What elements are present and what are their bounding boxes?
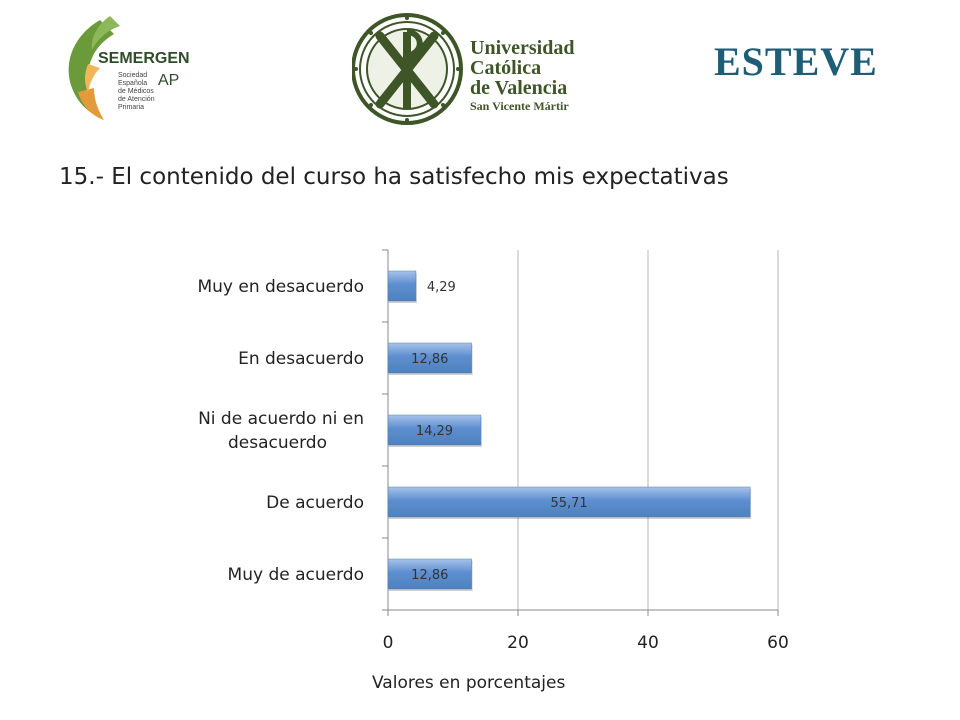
semergen-subtitle: Sociedad Española de Médicos de Atención… — [118, 72, 155, 111]
x-axis-label: Valores en porcentajes — [372, 673, 566, 693]
semergen-emblem — [68, 16, 120, 120]
labels: 0 20 40 60 Muy en desacuerdo 4,29 En desacuerd… — [197, 277, 788, 653]
category-label: En desacuerdo — [238, 349, 364, 369]
ucv-seal — [352, 13, 463, 125]
category-label: Muy en desacuerdo — [197, 277, 364, 297]
chart-title: 15.- El contenido del curso ha satisfech… — [59, 164, 729, 190]
ucv-logo: Universidad Católica de Valencia San Vic… — [352, 12, 592, 132]
ucv-name: Universidad Católica de Valencia — [470, 37, 575, 99]
bars — [387, 270, 752, 591]
gridlines — [517, 250, 779, 610]
semergen-wordmark: SEMERGEN — [98, 50, 190, 67]
x-tick-label: 60 — [767, 633, 789, 653]
bar — [387, 414, 482, 446]
bar — [387, 486, 751, 518]
bar — [387, 558, 472, 590]
data-label: 12,86 — [411, 352, 448, 367]
category-label: Muy de acuerdo — [228, 565, 364, 585]
esteve-wordmark: ESTEVE — [714, 39, 878, 84]
x-tick-label: 20 — [507, 633, 529, 653]
bar — [387, 270, 417, 302]
x-tick-label: 0 — [383, 633, 394, 653]
category-label: De acuerdo — [266, 493, 364, 513]
ucv-subtitle: San Vicente Mártir — [470, 99, 569, 113]
bar — [387, 342, 472, 374]
data-label: 14,29 — [416, 424, 453, 439]
semergen-ap-text: AP — [158, 72, 180, 89]
data-label: 55,71 — [550, 496, 587, 511]
data-label: 4,29 — [427, 280, 456, 295]
category-label: desacuerdo — [228, 433, 327, 453]
data-label: 12,86 — [411, 568, 448, 583]
category-label: Ni de acuerdo ni en — [198, 409, 364, 429]
semergen-logo: SEMERGEN AP Sociedad Española de Médicos… — [58, 14, 198, 124]
x-tick-label: 40 — [637, 633, 659, 653]
esteve-logo: ESTEVE — [700, 34, 900, 94]
